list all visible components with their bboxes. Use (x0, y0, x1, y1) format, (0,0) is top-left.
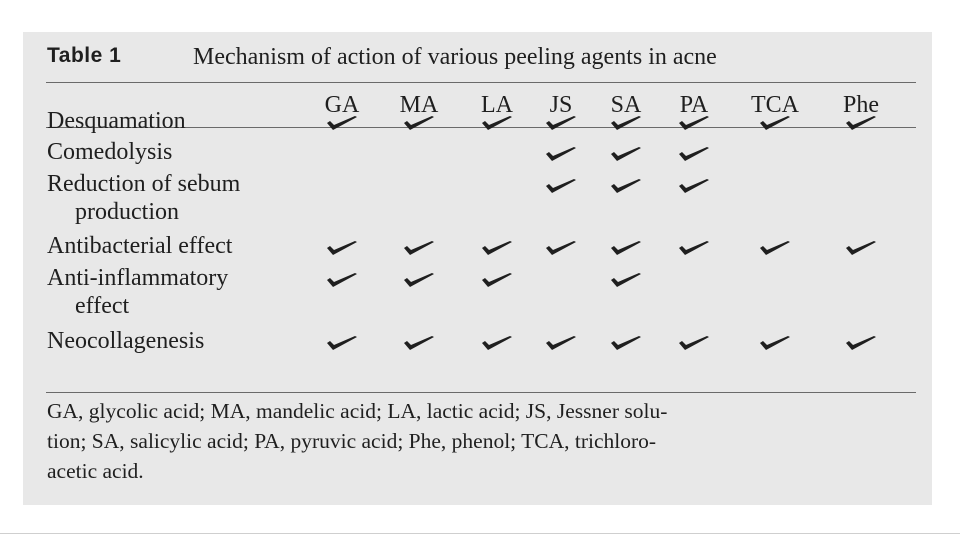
table-title: Mechanism of action of various peeling a… (193, 44, 717, 70)
column-header-tca: TCA (751, 92, 799, 118)
check-mark-icon (609, 239, 643, 257)
column-header-ga: GA (324, 92, 360, 118)
check-mark-icon (609, 334, 643, 352)
column-header-phe: Phe (843, 92, 879, 118)
check-mark-icon (325, 334, 359, 352)
row-label-desquamation: Desquamation (47, 107, 186, 135)
footnote-line: tion; SA, salicylic acid; PA, pyruvic ac… (47, 429, 657, 453)
row-label-line: Reduction of sebum (47, 171, 241, 197)
check-mark-icon (677, 145, 711, 163)
table-label: Table 1 (47, 44, 122, 67)
check-mark-icon (677, 114, 711, 132)
check-mark-icon (758, 239, 792, 257)
check-mark-icon (402, 239, 436, 257)
check-mark-icon (325, 114, 359, 132)
table-panel: Table 1 Mechanism of action of various p… (23, 32, 932, 505)
check-mark-icon (480, 239, 514, 257)
check-mark-icon (677, 239, 711, 257)
check-mark-icon (609, 145, 643, 163)
check-mark-icon (402, 271, 436, 289)
column-header-ma: MA (399, 92, 439, 118)
row-label-anti-inflammatory: Anti-inflammatory effect (47, 264, 228, 320)
check-mark-icon (677, 334, 711, 352)
check-mark-icon (758, 334, 792, 352)
check-mark-icon (402, 334, 436, 352)
row-label-line: Anti-inflammatory (47, 265, 229, 291)
slide-bottom-line (0, 533, 960, 534)
check-mark-icon (480, 334, 514, 352)
check-mark-icon (544, 145, 578, 163)
row-label-reduction-of-sebum: Reduction of sebum production (47, 170, 240, 226)
check-mark-icon (609, 114, 643, 132)
check-mark-icon (402, 114, 436, 132)
check-mark-icon (480, 114, 514, 132)
check-mark-icon (325, 239, 359, 257)
row-label-antibacterial-effect: Antibacterial effect (47, 232, 232, 260)
column-header-js: JS (549, 92, 573, 118)
check-mark-icon (325, 271, 359, 289)
footnote-line: acetic acid. (47, 459, 144, 483)
check-mark-icon (609, 177, 643, 195)
row-label-continuation: production (75, 199, 179, 225)
check-mark-icon (609, 271, 643, 289)
table-bottom-rule (46, 392, 916, 393)
check-mark-icon (844, 334, 878, 352)
column-header-pa: PA (679, 92, 709, 118)
check-mark-icon (480, 271, 514, 289)
row-label-line: Desquamation (47, 108, 186, 134)
row-label-neocollagenesis: Neocollagenesis (47, 327, 204, 355)
check-mark-icon (758, 114, 792, 132)
check-mark-icon (677, 177, 711, 195)
row-label-line: Comedolysis (47, 139, 173, 165)
check-mark-icon (544, 114, 578, 132)
table-footnote: GA, glycolic acid; MA, mandelic acid; LA… (47, 396, 917, 486)
row-label-line: Neocollagenesis (47, 328, 205, 354)
header-top-rule (46, 82, 916, 83)
check-mark-icon (844, 114, 878, 132)
column-header-la: LA (481, 92, 513, 118)
header-bottom-rule (46, 127, 916, 128)
row-label-comedolysis: Comedolysis (47, 138, 172, 166)
column-header-sa: SA (610, 92, 642, 118)
check-mark-icon (844, 239, 878, 257)
row-label-line: Antibacterial effect (47, 233, 233, 259)
row-label-continuation: effect (75, 293, 130, 319)
check-mark-icon (544, 177, 578, 195)
footnote-line: GA, glycolic acid; MA, mandelic acid; LA… (47, 399, 668, 423)
check-mark-icon (544, 239, 578, 257)
check-mark-icon (544, 334, 578, 352)
